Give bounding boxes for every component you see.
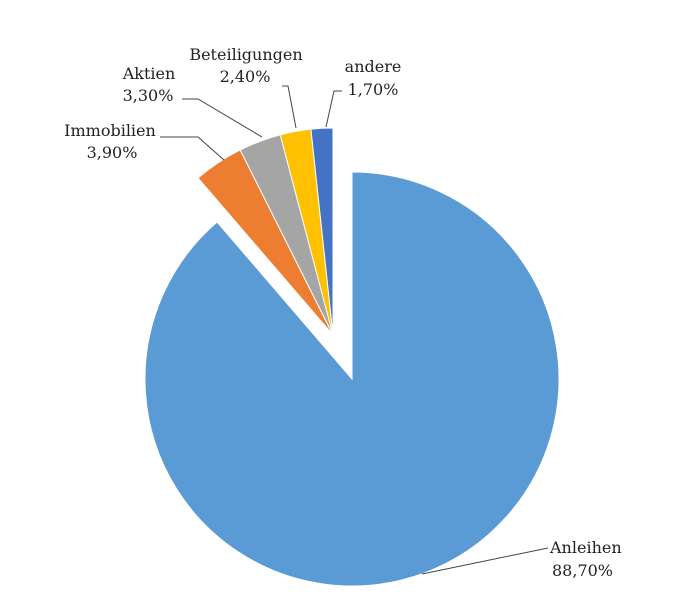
pie-label-beteiligungen: Beteiligungen xyxy=(189,45,302,64)
pie-label-andere: andere xyxy=(345,57,402,76)
pie-value-beteiligungen: 2,40% xyxy=(220,67,271,86)
pie-value-aktien: 3,30% xyxy=(123,86,174,105)
leader-line-immobilien xyxy=(160,136,225,161)
leader-line-andere xyxy=(325,90,342,128)
pie-label-anleihen: Anleihen xyxy=(549,538,622,557)
pie-value-anleihen: 88,70% xyxy=(552,561,613,580)
pie-label-immobilien: Immobilien xyxy=(64,121,156,140)
pie-value-andere: 1,70% xyxy=(348,80,399,99)
pie-slice-andere xyxy=(310,127,334,336)
leader-line-aktien xyxy=(182,98,263,138)
pie-label-aktien: Aktien xyxy=(122,64,176,83)
leader-line-anleihen xyxy=(421,547,549,575)
leader-line-beteiligungen xyxy=(282,85,297,129)
pie-slice-anleihen xyxy=(144,171,560,587)
pie-labels: Anleihen 88,70% Immobilien 3,90% Aktien 3,30%… xyxy=(64,45,621,580)
pie-value-immobilien: 3,90% xyxy=(87,143,138,162)
pie-slices xyxy=(144,127,560,587)
